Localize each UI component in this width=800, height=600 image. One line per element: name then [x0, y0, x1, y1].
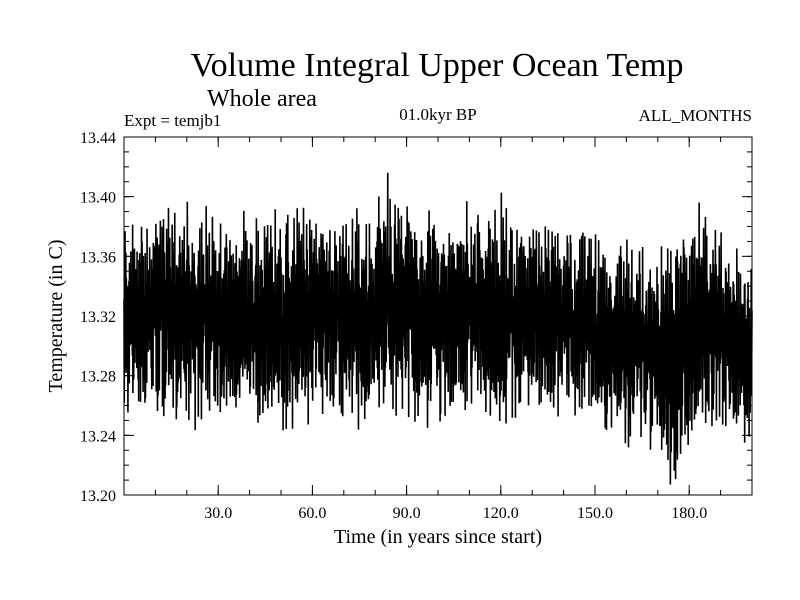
chart-subtitle: Whole area: [207, 86, 317, 112]
x-tick-label: 60.0: [298, 505, 326, 522]
period-label: 01.0kyr BP: [399, 105, 476, 124]
y-tick-label: 13.20: [80, 488, 116, 505]
y-tick-label: 13.44: [80, 130, 116, 147]
chart-title: Volume Integral Upper Ocean Temp: [191, 47, 684, 84]
y-tick-label: 13.24: [80, 428, 116, 445]
y-tick-label: 13.32: [80, 309, 116, 326]
plot-frame: [123, 136, 753, 496]
series-layer: [123, 172, 753, 485]
y-axis-label: Temperature (in C): [45, 240, 67, 393]
experiment-label: Expt = temjb1: [124, 111, 221, 130]
y-tick-label: 13.28: [80, 369, 116, 386]
x-axis-label: Time (in years since start): [334, 526, 542, 548]
series-line: [123, 172, 753, 485]
x-tick-label: 90.0: [393, 505, 421, 522]
y-tick-label: 13.36: [80, 249, 116, 266]
x-tick-label: 120.0: [483, 505, 519, 522]
x-tick-label: 180.0: [671, 505, 707, 522]
y-tick-label: 13.40: [80, 190, 116, 207]
x-tick-label: 150.0: [577, 505, 613, 522]
months-label: ALL_MONTHS: [639, 106, 752, 125]
x-tick-label: 30.0: [204, 505, 232, 522]
